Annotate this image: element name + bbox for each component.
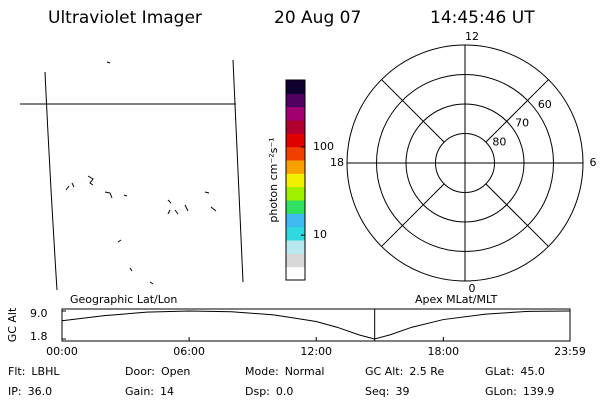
info-label: GC Alt: bbox=[365, 365, 403, 378]
colorbar-label: photon cm⁻²s⁻¹ bbox=[267, 137, 280, 222]
colorbar: 10 100 photon cm⁻²s⁻¹ bbox=[267, 79, 334, 281]
info-label: IP: bbox=[8, 385, 22, 398]
info-label: Door: bbox=[125, 365, 155, 378]
color-step bbox=[286, 93, 305, 108]
color-step bbox=[286, 240, 305, 254]
info-value: 139.9 bbox=[523, 385, 555, 398]
diagonal bbox=[485, 79, 549, 143]
y-tick-label: 1.8 bbox=[30, 330, 48, 343]
color-step bbox=[286, 266, 305, 281]
info-label: GLon: bbox=[485, 385, 517, 398]
color-step bbox=[286, 226, 305, 241]
info-value: 45.0 bbox=[520, 365, 545, 378]
info-value: Open bbox=[161, 365, 190, 378]
diagonal bbox=[485, 183, 549, 247]
y-axis-label: GC Alt bbox=[6, 307, 19, 342]
info-label: Seq: bbox=[365, 385, 389, 398]
mlt-label: 12 bbox=[465, 30, 479, 43]
map bbox=[20, 59, 244, 291]
info-label: Mode: bbox=[245, 365, 279, 378]
info-label: GLat: bbox=[485, 365, 514, 378]
info-value: Normal bbox=[285, 365, 325, 378]
x-tick-label: 00:00 bbox=[46, 345, 78, 358]
info-label: Dsp: bbox=[245, 385, 270, 398]
altitude-line bbox=[61, 310, 571, 340]
info-value: 36.0 bbox=[28, 385, 53, 398]
info-label: Flt: bbox=[8, 365, 25, 378]
annotation: Apex MLat/MLT bbox=[415, 293, 498, 306]
x-tick-label: 18:00 bbox=[427, 345, 459, 358]
color-step bbox=[286, 186, 305, 201]
map-edge bbox=[232, 59, 244, 283]
info-value: 39 bbox=[395, 385, 409, 398]
info-value: 2.5 Re bbox=[409, 365, 444, 378]
map-edge bbox=[44, 71, 58, 291]
lat-label: 80 bbox=[492, 135, 506, 148]
color-step bbox=[286, 80, 305, 94]
diagonal bbox=[381, 79, 445, 143]
tick-label: 10 bbox=[313, 228, 327, 241]
title: Ultraviolet Imager bbox=[48, 8, 202, 28]
color-step bbox=[286, 173, 305, 188]
tick-label: 100 bbox=[313, 140, 334, 153]
mlt-label: 0 bbox=[469, 282, 476, 295]
info-label: Gain: bbox=[125, 385, 154, 398]
info-value: LBHL bbox=[31, 365, 60, 378]
color-step bbox=[286, 213, 305, 228]
color-step bbox=[286, 133, 305, 148]
info-panel: Flt: LBHL Door: Open Mode: Normal GC Alt: 2.5 R… bbox=[8, 365, 554, 398]
mlt-label: 6 bbox=[590, 156, 597, 169]
color-step bbox=[286, 106, 305, 121]
date: 20 Aug 07 bbox=[274, 8, 361, 28]
color-step bbox=[286, 160, 305, 174]
color-step bbox=[286, 200, 305, 214]
info-value: 14 bbox=[160, 385, 174, 398]
annotation: Geographic Lat/Lon bbox=[70, 293, 177, 306]
color-step bbox=[286, 146, 305, 161]
x-tick-label: 12:00 bbox=[300, 345, 332, 358]
diagonal bbox=[381, 183, 445, 247]
lat-label: 70 bbox=[515, 117, 529, 130]
colorbar-frame bbox=[285, 79, 306, 281]
info-value: 0.0 bbox=[276, 385, 294, 398]
mlt-label: 18 bbox=[330, 156, 344, 169]
color-step bbox=[286, 120, 305, 134]
x-tick-label: 06:00 bbox=[173, 345, 205, 358]
color-step bbox=[286, 253, 305, 268]
x-tick-label: 23:59 bbox=[554, 345, 586, 358]
timeline: 9.0 1.8 00:00 06:00 12:00 18:00 23:59 GC Alt Geo… bbox=[6, 293, 586, 358]
y-tick-label: 9.0 bbox=[30, 307, 48, 320]
lat-label: 60 bbox=[538, 98, 552, 111]
coastline bbox=[65, 61, 217, 285]
time: 14:45:46 UT bbox=[430, 8, 535, 28]
